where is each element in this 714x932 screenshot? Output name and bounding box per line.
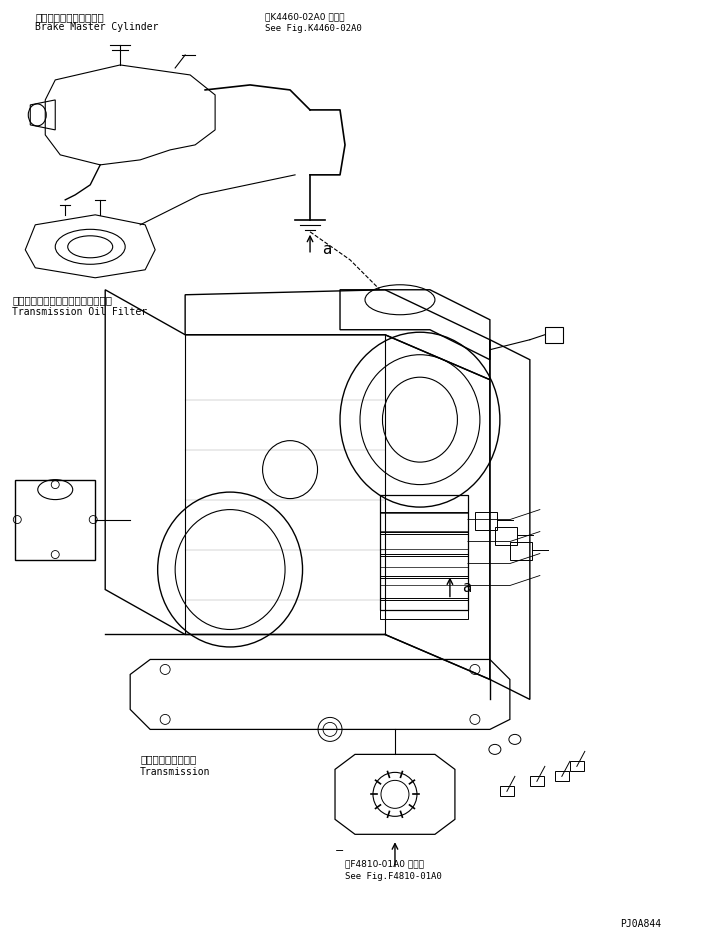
Bar xyxy=(475,512,497,529)
Text: 第F4810-01A0 図参照: 第F4810-01A0 図参照 xyxy=(345,859,424,869)
Bar xyxy=(380,512,468,531)
Text: a: a xyxy=(462,580,471,595)
Text: Transmission Oil Filter: Transmission Oil Filter xyxy=(12,307,147,317)
Bar xyxy=(500,787,514,796)
Text: PJ0A844: PJ0A844 xyxy=(620,919,661,929)
Bar xyxy=(380,555,468,576)
Text: Brake Master Cylinder: Brake Master Cylinder xyxy=(35,22,159,32)
Text: Transmission: Transmission xyxy=(140,767,211,777)
Text: See Fig.F4810-01A0: See Fig.F4810-01A0 xyxy=(345,872,442,882)
Bar xyxy=(570,761,584,772)
Bar xyxy=(380,495,468,610)
Bar xyxy=(380,599,468,620)
Text: トランスミッションオイルフィルタ: トランスミッションオイルフィルタ xyxy=(12,295,112,305)
Text: トランスミッション: トランスミッション xyxy=(140,754,196,764)
Bar xyxy=(380,533,468,554)
Bar xyxy=(545,327,563,343)
Bar xyxy=(380,578,468,597)
Bar xyxy=(510,541,532,559)
Text: −: − xyxy=(335,846,344,857)
Bar xyxy=(495,527,517,544)
Bar xyxy=(530,776,544,787)
Text: 第K4460-02A0 図参照: 第K4460-02A0 図参照 xyxy=(265,12,345,21)
Text: See Fig.K4460-02A0: See Fig.K4460-02A0 xyxy=(265,24,362,33)
Bar xyxy=(555,772,569,781)
Text: a: a xyxy=(322,242,331,257)
Text: ブレーキマスタシリンダ: ブレーキマスタシリンダ xyxy=(35,12,104,22)
